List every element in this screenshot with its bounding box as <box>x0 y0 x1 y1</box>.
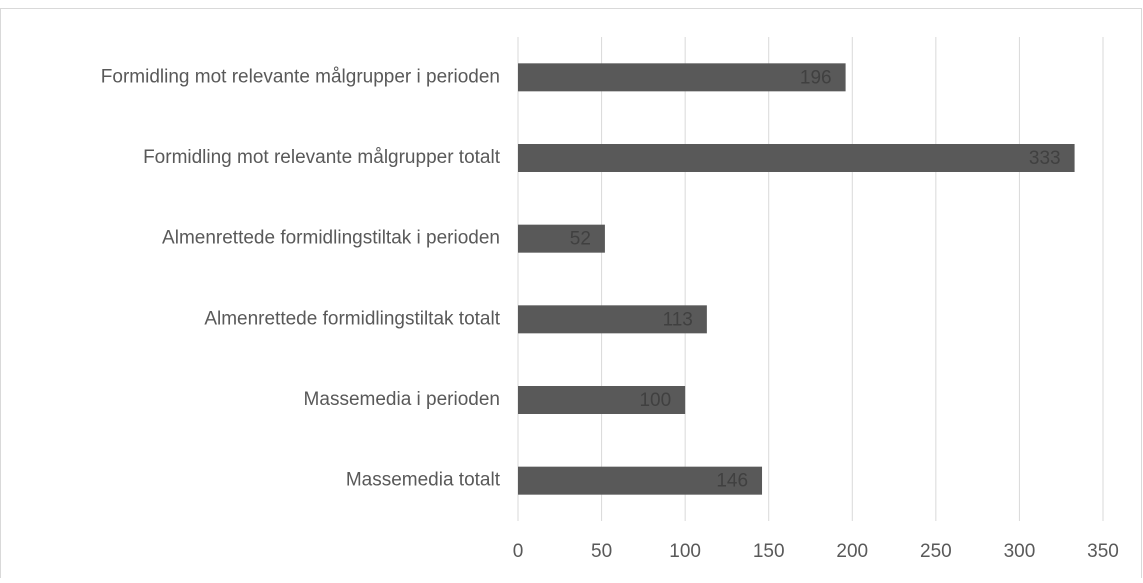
y-tick-label: Formidling mot relevante målgrupper i pe… <box>101 66 500 87</box>
value-label: 113 <box>663 309 693 330</box>
value-label: 100 <box>639 390 671 411</box>
x-tick-label: 50 <box>591 541 612 562</box>
x-tick-label: 0 <box>513 541 524 562</box>
y-tick-label: Massemedia totalt <box>346 470 501 491</box>
x-tick-label: 250 <box>920 541 952 562</box>
value-label: 52 <box>570 229 591 250</box>
x-tick-label: 150 <box>753 541 785 562</box>
bar <box>518 144 1075 172</box>
y-tick-label: Massemedia i perioden <box>304 389 500 410</box>
value-label: 333 <box>1029 148 1061 169</box>
bar <box>518 224 605 253</box>
bar <box>518 386 686 414</box>
x-tick-label: 350 <box>1087 541 1119 562</box>
value-label: 146 <box>716 471 748 492</box>
x-tick-label: 300 <box>1004 541 1036 562</box>
chart-border <box>0 8 1142 583</box>
bar <box>518 305 707 334</box>
y-tick-label: Almenrettede formidlingstiltak totalt <box>204 308 500 329</box>
x-tick-label: 100 <box>669 541 701 562</box>
y-tick-label: Formidling mot relevante målgrupper tota… <box>143 147 501 168</box>
bar <box>518 63 846 92</box>
y-tick-label: Almenrettede formidlingstiltak i periode… <box>162 228 500 249</box>
bar <box>518 466 763 495</box>
value-label: 196 <box>800 67 832 88</box>
x-tick-label: 200 <box>836 541 868 562</box>
